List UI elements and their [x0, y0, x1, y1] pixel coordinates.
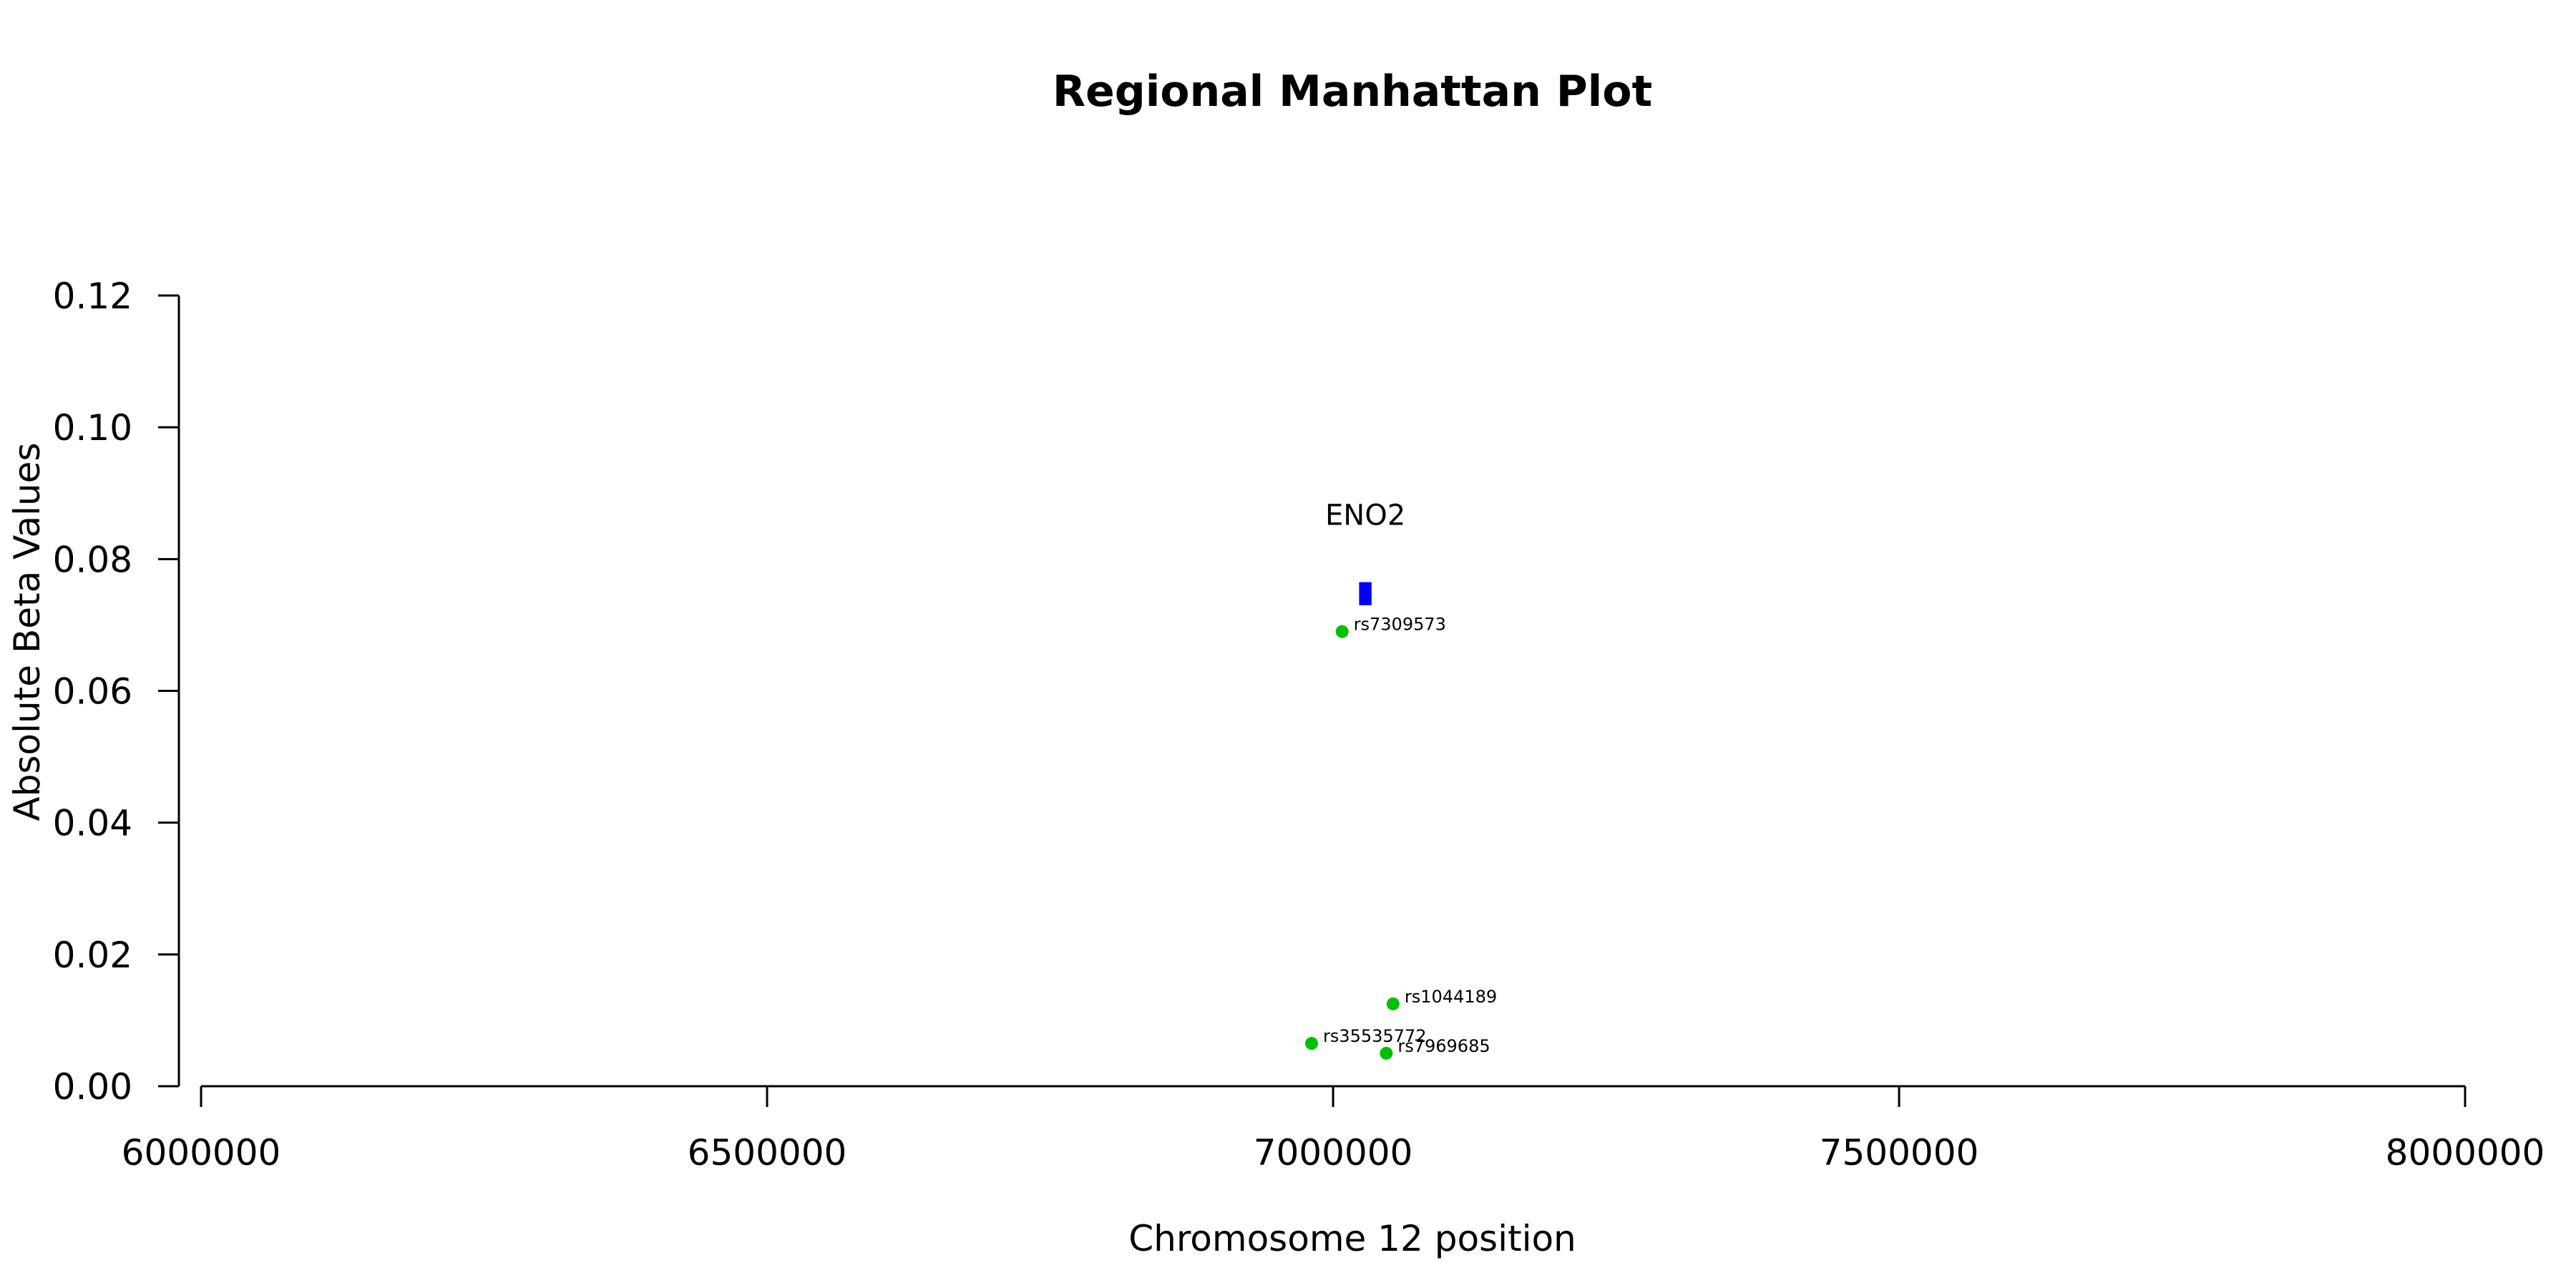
- x-tick-label: 7000000: [1254, 1132, 1413, 1174]
- x-tick-label: 8000000: [2386, 1132, 2545, 1174]
- y-tick-label: 0.04: [53, 803, 132, 844]
- snp-label: rs7969685: [1397, 1036, 1490, 1056]
- gene-track: ENO2: [1325, 499, 1405, 605]
- snp-label: rs35535772: [1323, 1026, 1427, 1046]
- snp-label: rs7309573: [1354, 615, 1446, 635]
- x-tick-label: 6000000: [122, 1132, 281, 1174]
- x-tick-label: 7500000: [1820, 1132, 1979, 1174]
- x-axis-ticks: 6000000 6500000 7000000 7500000 8000000: [122, 1086, 2545, 1174]
- y-tick-label: 0.08: [53, 539, 132, 580]
- snp-point: [1335, 625, 1349, 638]
- gene-block: [1359, 582, 1372, 605]
- gene-label: ENO2: [1325, 499, 1405, 532]
- y-tick-label: 0.02: [53, 935, 132, 976]
- y-tick-label: 0.12: [53, 275, 132, 317]
- y-axis-label: Absolute Beta Values: [6, 443, 48, 821]
- y-tick-label: 0.10: [53, 407, 132, 449]
- y-tick-label: 0.06: [53, 671, 132, 713]
- x-axis-label: Chromosome 12 position: [1128, 1218, 1576, 1259]
- snp-label: rs1044189: [1405, 987, 1497, 1007]
- snp-point: [1380, 1046, 1393, 1060]
- y-axis-ticks: 0.00 0.02 0.04 0.06 0.08 0.10 0.12: [53, 275, 179, 1108]
- chart-title: Regional Manhattan Plot: [1053, 67, 1652, 117]
- snp-point: [1304, 1037, 1318, 1050]
- snp-point: [1386, 997, 1400, 1010]
- x-tick-label: 6500000: [688, 1132, 847, 1174]
- y-tick-label: 0.00: [53, 1066, 132, 1108]
